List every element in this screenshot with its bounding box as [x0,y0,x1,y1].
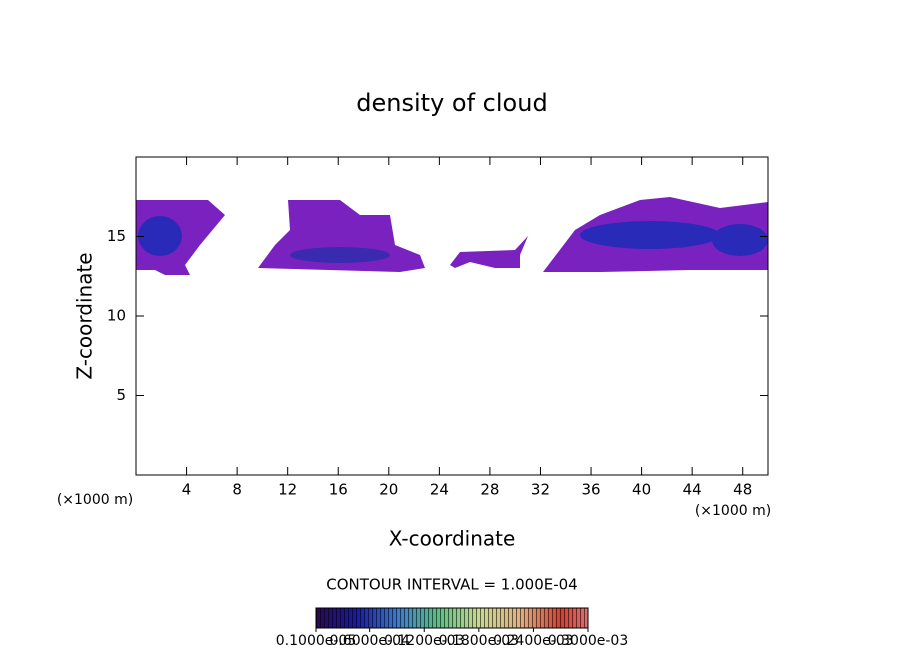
x-tick-label: 32 [531,481,550,499]
colorbar-label: 0.1800e-03 [439,633,519,649]
x-tick-label: 12 [278,481,297,499]
y-tick-label: 5 [116,386,126,404]
cloud-core [290,247,390,263]
x-tick-label: 20 [379,481,398,499]
contour-interval: CONTOUR INTERVAL = 1.000E-04 [326,576,577,594]
cloud-core [138,216,182,256]
y-tick-label: 10 [107,307,126,325]
x-axis-title: X-coordinate [389,527,516,551]
x-tick-label: 28 [480,481,499,499]
x-tick-label: 48 [733,481,752,499]
cloud-region [450,236,528,268]
y-axis-title: Z-coordinate [73,252,97,379]
plot-area [135,156,769,476]
y-tick-label: 15 [107,227,126,245]
x-unit-label: (×1000 m) [57,492,133,508]
colorbar-label: 0.3000e-03 [548,633,628,649]
colorbar-stripes [315,607,589,629]
x-tick-label: 44 [683,481,702,499]
colorbar [315,607,589,629]
colorbar-label: 0.1000e-05 [276,633,356,649]
x-tick-label: 24 [430,481,449,499]
x-tick-label: 40 [632,481,651,499]
x-tick-label: 16 [329,481,348,499]
chart-title: density of cloud [356,89,547,117]
x-unit-label: (×1000 m) [695,503,771,519]
colorbar-label: 0.1200e-03 [384,633,464,649]
colorbar-label: 0.2400e-03 [493,633,573,649]
x-tick-label: 4 [182,481,192,499]
x-tick-label: 8 [232,481,242,499]
x-tick-label: 36 [581,481,600,499]
cloud-regions [136,197,768,275]
cloud-core [712,224,768,256]
cloud-core [580,221,720,249]
colorbar-label: 0.6000e-04 [329,633,410,649]
